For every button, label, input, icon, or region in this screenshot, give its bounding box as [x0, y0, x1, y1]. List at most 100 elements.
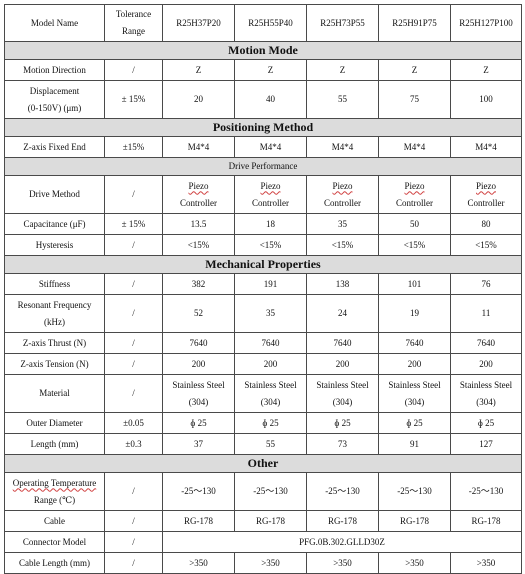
- table-row: Cable Length (mm) / >350 >350 >350 >350 …: [4, 552, 522, 574]
- row-label-line: (0-150V) (μm): [27, 102, 82, 113]
- table-cell: RG-178: [450, 510, 522, 532]
- table-cell: M4*4: [234, 136, 307, 158]
- table-cell: 200: [378, 353, 451, 375]
- table-cell: 191: [234, 273, 307, 295]
- table-cell: 7640: [378, 332, 451, 354]
- table-cell: 100: [450, 80, 522, 119]
- table-cell: 24: [306, 294, 379, 333]
- table-cell: Piezo Controller: [162, 175, 235, 214]
- table-cell: 127: [450, 433, 522, 455]
- specification-table: Model Name Tolerance Range R25H37P20 R25…: [4, 4, 522, 574]
- table-cell: 19: [378, 294, 451, 333]
- cell-line: Stainless Steel: [388, 379, 441, 390]
- table-cell: Z: [234, 59, 307, 81]
- table-cell: ɸ 25: [234, 412, 307, 434]
- header-row: Model Name Tolerance Range R25H37P20 R25…: [4, 4, 522, 42]
- cell-line: (304): [404, 396, 425, 407]
- table-cell: 200: [234, 353, 307, 375]
- table-cell: Z: [162, 59, 235, 81]
- table-cell: 7640: [162, 332, 235, 354]
- table-cell: 52: [162, 294, 235, 333]
- row-tolerance: /: [104, 531, 163, 553]
- table-cell: 35: [234, 294, 307, 333]
- model-header: R25H91P75: [378, 4, 451, 42]
- row-label: Cable: [4, 510, 105, 532]
- table-cell: -25～130: [450, 472, 522, 511]
- table-cell: Piezo Controller: [234, 175, 307, 214]
- row-tolerance: /: [104, 59, 163, 81]
- row-label-line: Resonant Frequency: [17, 299, 92, 310]
- table-cell: 80: [450, 213, 522, 235]
- table-cell: Piezo Controller: [450, 175, 522, 214]
- row-tolerance: ± 15%: [104, 213, 163, 235]
- section-row: Drive Performance: [4, 157, 522, 176]
- table-cell: Piezo Controller: [306, 175, 379, 214]
- table-cell: ɸ 25: [450, 412, 522, 434]
- table-cell: Stainless Steel (304): [306, 374, 379, 413]
- row-label: Length (mm): [4, 433, 105, 455]
- cell-line: Piezo: [332, 180, 353, 191]
- cell-line: (304): [260, 396, 281, 407]
- cell-line: Controller: [252, 197, 289, 208]
- table-cell: Stainless Steel (304): [162, 374, 235, 413]
- cell-line: Controller: [467, 197, 505, 208]
- table-row: Outer Diameter ±0.05 ɸ 25 ɸ 25 ɸ 25 ɸ 25…: [4, 412, 522, 434]
- table-cell: 200: [450, 353, 522, 375]
- section-drive-performance: Drive Performance: [4, 157, 522, 176]
- model-header: R25H127P100: [450, 4, 522, 42]
- table-row: Z-axis Tension (N) / 200 200 200 200 200: [4, 353, 522, 375]
- table-cell: M4*4: [450, 136, 522, 158]
- cell-line: Controller: [180, 197, 217, 208]
- table-cell: <15%: [162, 234, 235, 256]
- row-label: Resonant Frequency (kHz): [4, 294, 105, 333]
- row-label: Cable Length (mm): [4, 552, 105, 574]
- model-header: R25H37P20: [162, 4, 235, 42]
- table-cell: 76: [450, 273, 522, 295]
- row-tolerance: ±15%: [104, 136, 163, 158]
- table-cell: >350: [234, 552, 307, 574]
- table-cell: -25～130: [306, 472, 379, 511]
- row-label: Z-axis Tension (N): [4, 353, 105, 375]
- table-cell: ɸ 25: [306, 412, 379, 434]
- table-cell: <15%: [234, 234, 307, 256]
- table-cell: RG-178: [306, 510, 379, 532]
- table-cell: 138: [306, 273, 379, 295]
- table-cell: 200: [162, 353, 235, 375]
- table-cell: 50: [378, 213, 451, 235]
- table-cell: M4*4: [162, 136, 235, 158]
- row-tolerance: /: [104, 234, 163, 256]
- row-tolerance: /: [104, 472, 163, 511]
- row-label-line: Displacement: [29, 85, 80, 96]
- table-cell: RG-178: [378, 510, 451, 532]
- row-label: Z-axis Fixed End: [4, 136, 105, 158]
- row-tolerance: /: [104, 353, 163, 375]
- table-cell: RG-178: [234, 510, 307, 532]
- row-label: Outer Diameter: [4, 412, 105, 434]
- row-label: Material: [4, 374, 105, 413]
- table-cell: 13.5: [162, 213, 235, 235]
- table-cell: >350: [162, 552, 235, 574]
- table-cell: -25～130: [378, 472, 451, 511]
- cell-line: Piezo: [476, 180, 496, 191]
- table-cell: >350: [378, 552, 451, 574]
- table-cell: Z: [306, 59, 379, 81]
- row-label: Hysteresis: [4, 234, 105, 256]
- table-cell: 73: [306, 433, 379, 455]
- row-tolerance: /: [104, 273, 163, 295]
- cell-line: Stainless Steel: [244, 379, 297, 390]
- table-row: Connector Model / PFG.0B.302.GLLD30Z: [4, 531, 522, 553]
- row-tolerance: /: [104, 332, 163, 354]
- table-cell: 7640: [450, 332, 522, 354]
- table-cell: -25～130: [234, 472, 307, 511]
- table-cell: 40: [234, 80, 307, 119]
- row-tolerance: /: [104, 175, 163, 214]
- table-cell: 55: [234, 433, 307, 455]
- row-tolerance: ±0.05: [104, 412, 163, 434]
- row-tolerance: /: [104, 374, 163, 413]
- row-tolerance: /: [104, 294, 163, 333]
- table-cell: 75: [378, 80, 451, 119]
- table-row: Z-axis Thrust (N) / 7640 7640 7640 7640 …: [4, 332, 522, 354]
- table-cell: Stainless Steel (304): [450, 374, 522, 413]
- row-label: Operating Temperature Range (℃): [4, 472, 105, 511]
- table-row: Resonant Frequency (kHz) / 52 35 24 19 11: [4, 294, 522, 333]
